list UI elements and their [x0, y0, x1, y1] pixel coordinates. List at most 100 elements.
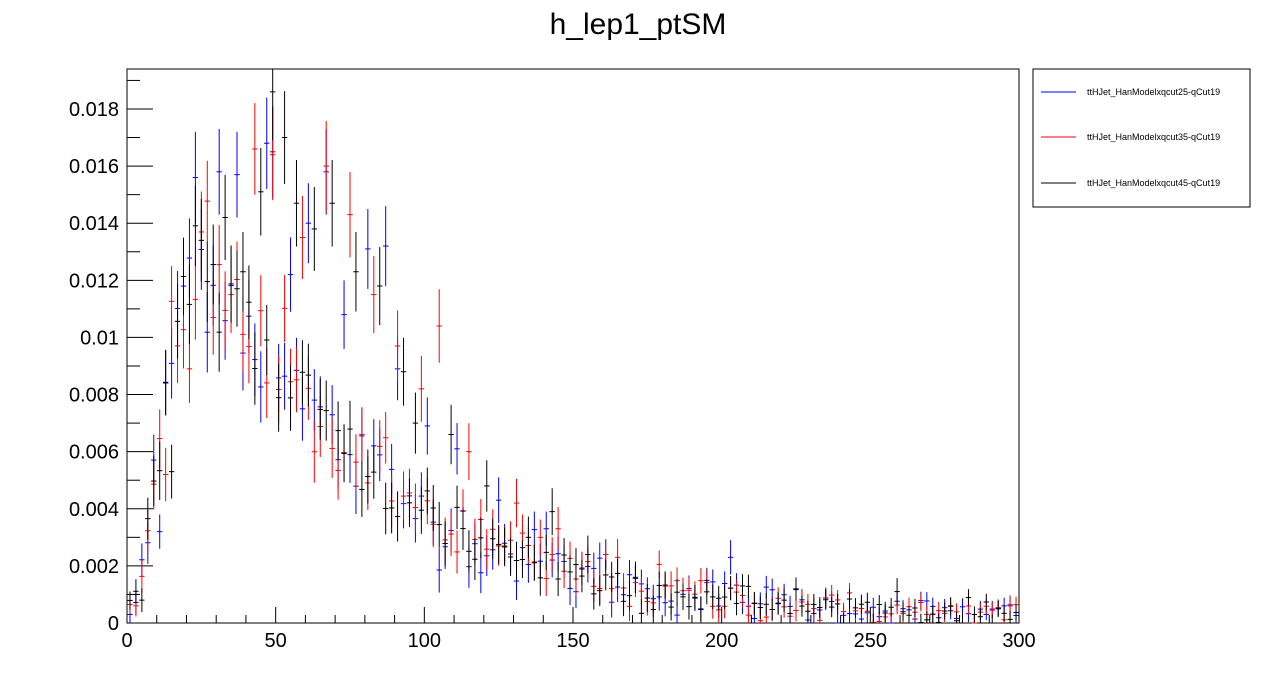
data-point	[591, 578, 597, 610]
data-point	[965, 589, 972, 606]
x-tick-label: 150	[556, 630, 589, 652]
data-point	[216, 225, 222, 305]
data-point	[186, 334, 193, 404]
data-point	[204, 241, 210, 322]
data-point	[918, 593, 924, 612]
data-point	[900, 602, 906, 621]
data-point	[281, 274, 288, 342]
data-point	[436, 501, 442, 548]
y-tick-label: 0.014	[69, 213, 119, 235]
data-point	[341, 280, 347, 349]
data-point	[894, 578, 900, 606]
x-tick-label: 200	[705, 630, 738, 652]
data-point	[793, 599, 799, 622]
data-point	[989, 614, 995, 624]
legend-entry-series-3: ttHJet_HanModelxqcut45-qCut19	[1087, 178, 1220, 188]
data-point	[864, 592, 871, 612]
data-point	[852, 598, 859, 618]
data-point	[246, 265, 252, 340]
data-point	[406, 478, 413, 528]
data-point	[603, 559, 609, 591]
data-point	[204, 160, 210, 242]
data-point	[626, 581, 633, 611]
data-point	[139, 559, 145, 593]
y-tick-label: 0.002	[69, 556, 119, 578]
data-point	[680, 583, 686, 610]
data-point	[478, 517, 484, 559]
data-point	[882, 603, 888, 623]
data-point	[977, 608, 984, 623]
data-point	[359, 461, 365, 517]
data-point	[710, 584, 716, 610]
data-point	[281, 342, 288, 410]
data-point	[383, 206, 389, 287]
y-axis: 0 0.002 0.004 0.006 0.008 0.01 0.012 0.014 0.016…	[69, 79, 153, 635]
data-point	[745, 603, 752, 623]
data-point	[834, 612, 841, 624]
data-point	[365, 449, 371, 504]
data-point	[674, 578, 680, 606]
data-point	[293, 159, 300, 247]
data-point	[1007, 611, 1013, 623]
data-point	[840, 613, 847, 624]
data-point	[371, 445, 377, 499]
data-point	[620, 586, 627, 617]
data-point	[686, 593, 692, 620]
data-point	[454, 530, 460, 574]
data-point	[549, 488, 555, 536]
data-point	[656, 571, 662, 600]
data-point	[168, 444, 175, 499]
x-tick-label: 0	[121, 630, 132, 652]
legend[interactable]: ttHJet_HanModelxqcut25-qCut19 ttHJet_Han…	[1032, 68, 1251, 208]
data-point	[353, 231, 359, 312]
data-point	[139, 588, 145, 612]
data-point	[549, 537, 555, 572]
data-point	[692, 584, 698, 610]
data-point	[347, 171, 353, 258]
data-point	[359, 407, 365, 462]
x-tick-label: 250	[854, 630, 887, 652]
data-point	[537, 519, 543, 556]
data-point	[168, 266, 175, 337]
y-tick-label: 0.01	[80, 327, 119, 349]
data-point	[751, 592, 758, 616]
data-point	[264, 97, 270, 189]
data-point	[484, 460, 490, 512]
data-point	[174, 284, 181, 359]
data-point	[198, 198, 205, 282]
data-point	[388, 482, 395, 534]
data-point	[906, 606, 912, 623]
data-point	[757, 596, 763, 619]
data-point	[971, 606, 978, 623]
data-point	[281, 91, 288, 184]
data-point	[412, 483, 419, 532]
data-point	[377, 247, 383, 326]
data-point	[793, 578, 799, 601]
data-point	[305, 343, 312, 407]
data-point	[775, 592, 781, 615]
data-point	[305, 183, 312, 264]
data-point	[323, 121, 329, 212]
data-point	[799, 595, 805, 617]
data-point	[335, 401, 341, 460]
data-point	[959, 598, 966, 616]
data-point	[537, 560, 543, 596]
data-point	[484, 529, 490, 570]
data-point	[531, 544, 538, 581]
data-point	[228, 245, 234, 323]
data-point	[466, 423, 472, 481]
data-point	[454, 485, 460, 530]
data-point	[983, 593, 989, 611]
data-point	[507, 537, 514, 577]
data-point	[157, 441, 163, 500]
data-point	[394, 310, 401, 382]
data-point	[234, 131, 240, 218]
data-point	[513, 541, 520, 580]
data-point	[567, 555, 573, 589]
data-point	[597, 575, 603, 607]
data-point	[222, 271, 228, 350]
x-axis: 0 50 100 150 200 250 300	[121, 607, 1036, 652]
data-point	[585, 535, 591, 574]
data-point	[912, 599, 918, 617]
